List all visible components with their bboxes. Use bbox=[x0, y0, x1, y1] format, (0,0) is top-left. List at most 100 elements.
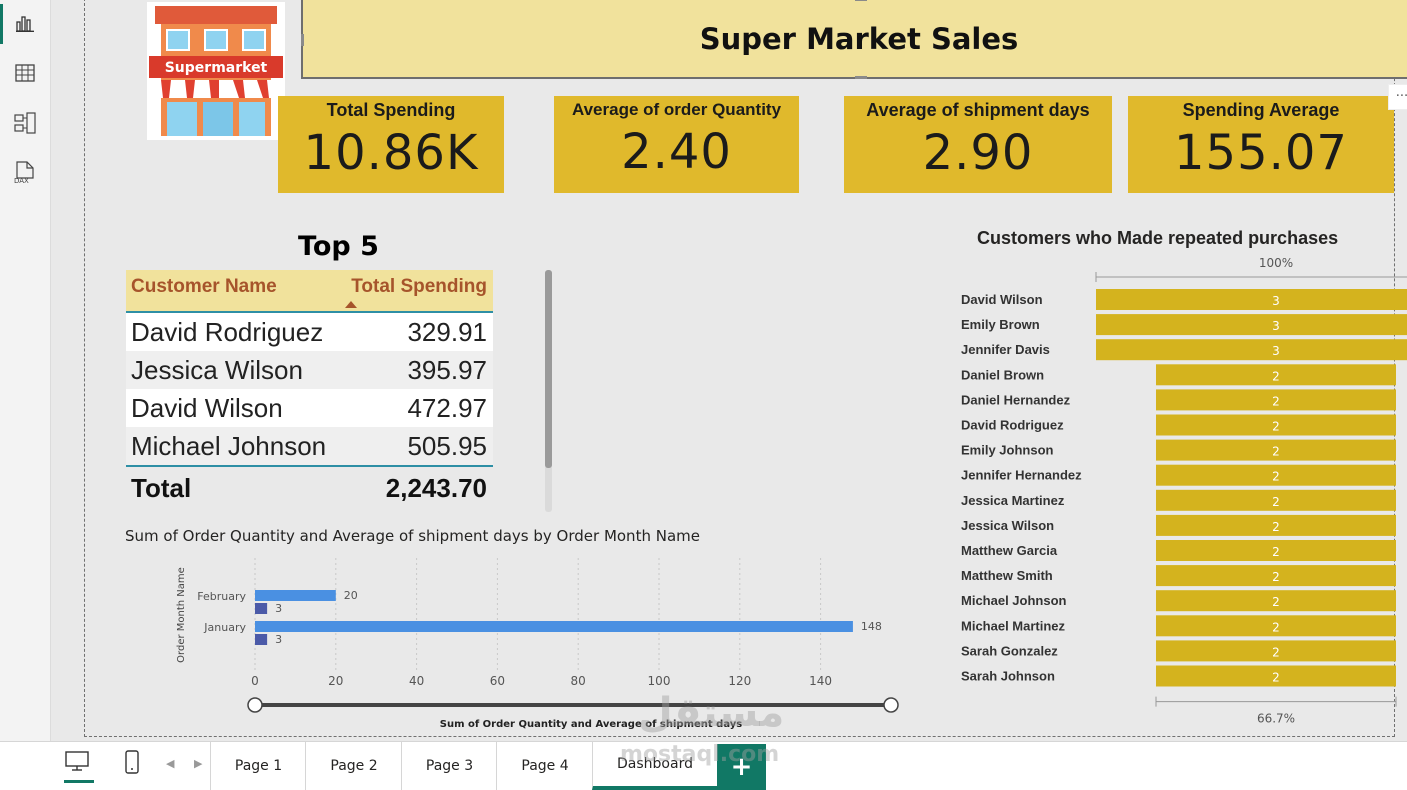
data-label: 2 bbox=[1272, 520, 1280, 534]
category-label: David Rodriguez bbox=[961, 418, 1064, 433]
funnel-bar bbox=[1156, 615, 1396, 637]
tab-page-3[interactable]: Page 3 bbox=[401, 742, 497, 790]
data-label: 3 bbox=[275, 602, 282, 615]
kpi-card-average-shipment-days[interactable]: Average of shipment days 2.90 bbox=[844, 96, 1112, 193]
data-label: 2 bbox=[1272, 671, 1280, 685]
table-row[interactable]: David Rodriguez 329.91 bbox=[126, 313, 493, 351]
resize-handle[interactable] bbox=[301, 34, 304, 46]
kpi-value: 2.90 bbox=[922, 125, 1034, 181]
funnel-bar bbox=[1156, 489, 1396, 511]
kpi-value: 10.86K bbox=[303, 125, 479, 181]
page-tab-bar: ◀ ▶ Page 1 Page 2 Page 3 Page 4 Dashboar… bbox=[0, 741, 1407, 790]
funnel-bar bbox=[1156, 540, 1396, 561]
category-label: February bbox=[197, 590, 246, 603]
top-percent-label: 100% bbox=[1259, 256, 1293, 270]
category-label: Michael Johnson bbox=[961, 593, 1067, 608]
month-bar-chart[interactable]: Sum of Order Quantity and Average of shi… bbox=[121, 523, 901, 735]
table-row[interactable]: Michael Johnson 505.95 bbox=[126, 427, 493, 465]
x-axis-label: Sum of Order Quantity and Average of shi… bbox=[440, 719, 743, 730]
kpi-label: Average of order Quantity bbox=[571, 100, 782, 119]
resize-handle[interactable] bbox=[855, 76, 867, 79]
model-view-icon[interactable] bbox=[13, 112, 37, 134]
next-page-arrow-icon[interactable]: ▶ bbox=[194, 757, 203, 770]
table-row[interactable]: Jessica Wilson 395.97 bbox=[126, 351, 493, 389]
range-slider-start-handle[interactable] bbox=[247, 697, 263, 713]
kpi-value: 155.07 bbox=[1174, 125, 1348, 181]
repeat-customers-chart-svg: 100% David Wilson 3 Emily Brown 3 Jennifer Da… bbox=[961, 256, 1407, 726]
column-header-customer-name[interactable]: Customer Name bbox=[131, 276, 277, 297]
table-row[interactable]: David Wilson 472.97 bbox=[126, 389, 493, 427]
add-page-button[interactable]: + bbox=[717, 744, 766, 790]
funnel-bar bbox=[1156, 665, 1396, 687]
category-label: Emily Johnson bbox=[961, 443, 1054, 458]
funnel-bar bbox=[1156, 439, 1396, 461]
tab-page-2[interactable]: Page 2 bbox=[305, 742, 402, 790]
repeat-customers-chart[interactable]: Customers who Made repeated purchases 10… bbox=[905, 224, 1407, 734]
tab-page-4[interactable]: Page 4 bbox=[496, 742, 593, 790]
mobile-layout-icon[interactable] bbox=[124, 750, 140, 780]
category-label: Daniel Brown bbox=[961, 367, 1044, 382]
chart-title: Sum of Order Quantity and Average of shi… bbox=[125, 527, 700, 545]
table-header: Customer Name Total Spending bbox=[126, 270, 493, 313]
data-label: 3 bbox=[1272, 344, 1280, 358]
data-label: 20 bbox=[344, 589, 358, 602]
x-tick-label: 20 bbox=[328, 674, 343, 688]
cell-total-spending: 329.91 bbox=[407, 317, 487, 347]
scrollbar-thumb[interactable] bbox=[545, 270, 552, 468]
funnel-bar bbox=[1096, 314, 1407, 336]
funnel-bar bbox=[1156, 514, 1396, 536]
funnel-bar bbox=[1156, 414, 1396, 436]
table-total-row: Total 2,243.70 bbox=[126, 465, 493, 505]
kpi-card-spending-average[interactable]: Spending Average 155.07 bbox=[1128, 96, 1394, 193]
category-label: Jessica Wilson bbox=[961, 518, 1054, 533]
previous-page-arrow-icon[interactable]: ◀ bbox=[166, 757, 175, 770]
tab-dashboard[interactable]: Dashboard bbox=[592, 742, 717, 790]
x-tick-label: 120 bbox=[728, 674, 751, 688]
kpi-card-total-spending[interactable]: Total Spending 10.86K bbox=[278, 96, 504, 193]
desktop-layout-icon[interactable] bbox=[64, 750, 90, 778]
data-label: 2 bbox=[1272, 495, 1280, 509]
cell-customer-name: Jessica Wilson bbox=[131, 355, 303, 385]
table-scrollbar[interactable] bbox=[545, 270, 552, 512]
data-label: 3 bbox=[1272, 319, 1280, 333]
category-label: Matthew Smith bbox=[961, 568, 1053, 583]
cell-customer-name: David Wilson bbox=[131, 393, 283, 423]
table-view-icon[interactable] bbox=[13, 62, 37, 84]
data-label: 2 bbox=[1272, 445, 1280, 459]
dax-query-icon[interactable]: DAX bbox=[13, 161, 37, 185]
funnel-bar bbox=[1156, 364, 1396, 386]
bar bbox=[255, 621, 853, 632]
tab-page-1[interactable]: Page 1 bbox=[210, 742, 306, 790]
data-label: 2 bbox=[1272, 369, 1280, 383]
x-tick-label: 140 bbox=[809, 674, 832, 688]
bar bbox=[255, 603, 268, 614]
funnel-bar bbox=[1156, 464, 1396, 486]
category-label: David Wilson bbox=[961, 292, 1043, 307]
category-label: January bbox=[203, 621, 246, 634]
dax-label: DAX bbox=[14, 177, 29, 185]
report-view-icon[interactable] bbox=[13, 12, 37, 34]
top5-table[interactable]: Customer Name Total Spending David Rodri… bbox=[126, 270, 493, 505]
data-label: 148 bbox=[861, 620, 882, 633]
top5-title: Top 5 bbox=[298, 231, 379, 262]
category-label: Jennifer Davis bbox=[961, 342, 1050, 357]
data-label: 2 bbox=[1272, 470, 1280, 484]
funnel-bar bbox=[1156, 590, 1396, 612]
report-title: Super Market Sales bbox=[699, 21, 1019, 56]
cell-customer-name: Michael Johnson bbox=[131, 431, 327, 461]
column-header-total-spending[interactable]: Total Spending bbox=[351, 276, 487, 297]
range-slider-end-handle[interactable] bbox=[883, 697, 899, 713]
more-options-button[interactable]: ··· bbox=[1388, 84, 1407, 110]
resize-handle[interactable] bbox=[855, 0, 867, 1]
category-label: Sarah Johnson bbox=[961, 669, 1055, 684]
x-tick-label: 0 bbox=[251, 674, 259, 688]
view-switcher-rail: DAX bbox=[0, 0, 51, 741]
cell-total-spending: 505.95 bbox=[407, 431, 487, 461]
kpi-card-average-order-quantity[interactable]: Average of order Quantity 2.40 bbox=[554, 96, 799, 193]
data-label: 2 bbox=[1272, 545, 1280, 559]
report-title-box[interactable]: Super Market Sales bbox=[301, 0, 1407, 79]
category-label: Emily Brown bbox=[961, 317, 1040, 332]
data-label: 2 bbox=[1272, 645, 1280, 659]
cell-total-spending: 472.97 bbox=[407, 393, 487, 423]
kpi-label: Average of shipment days bbox=[866, 100, 1090, 120]
